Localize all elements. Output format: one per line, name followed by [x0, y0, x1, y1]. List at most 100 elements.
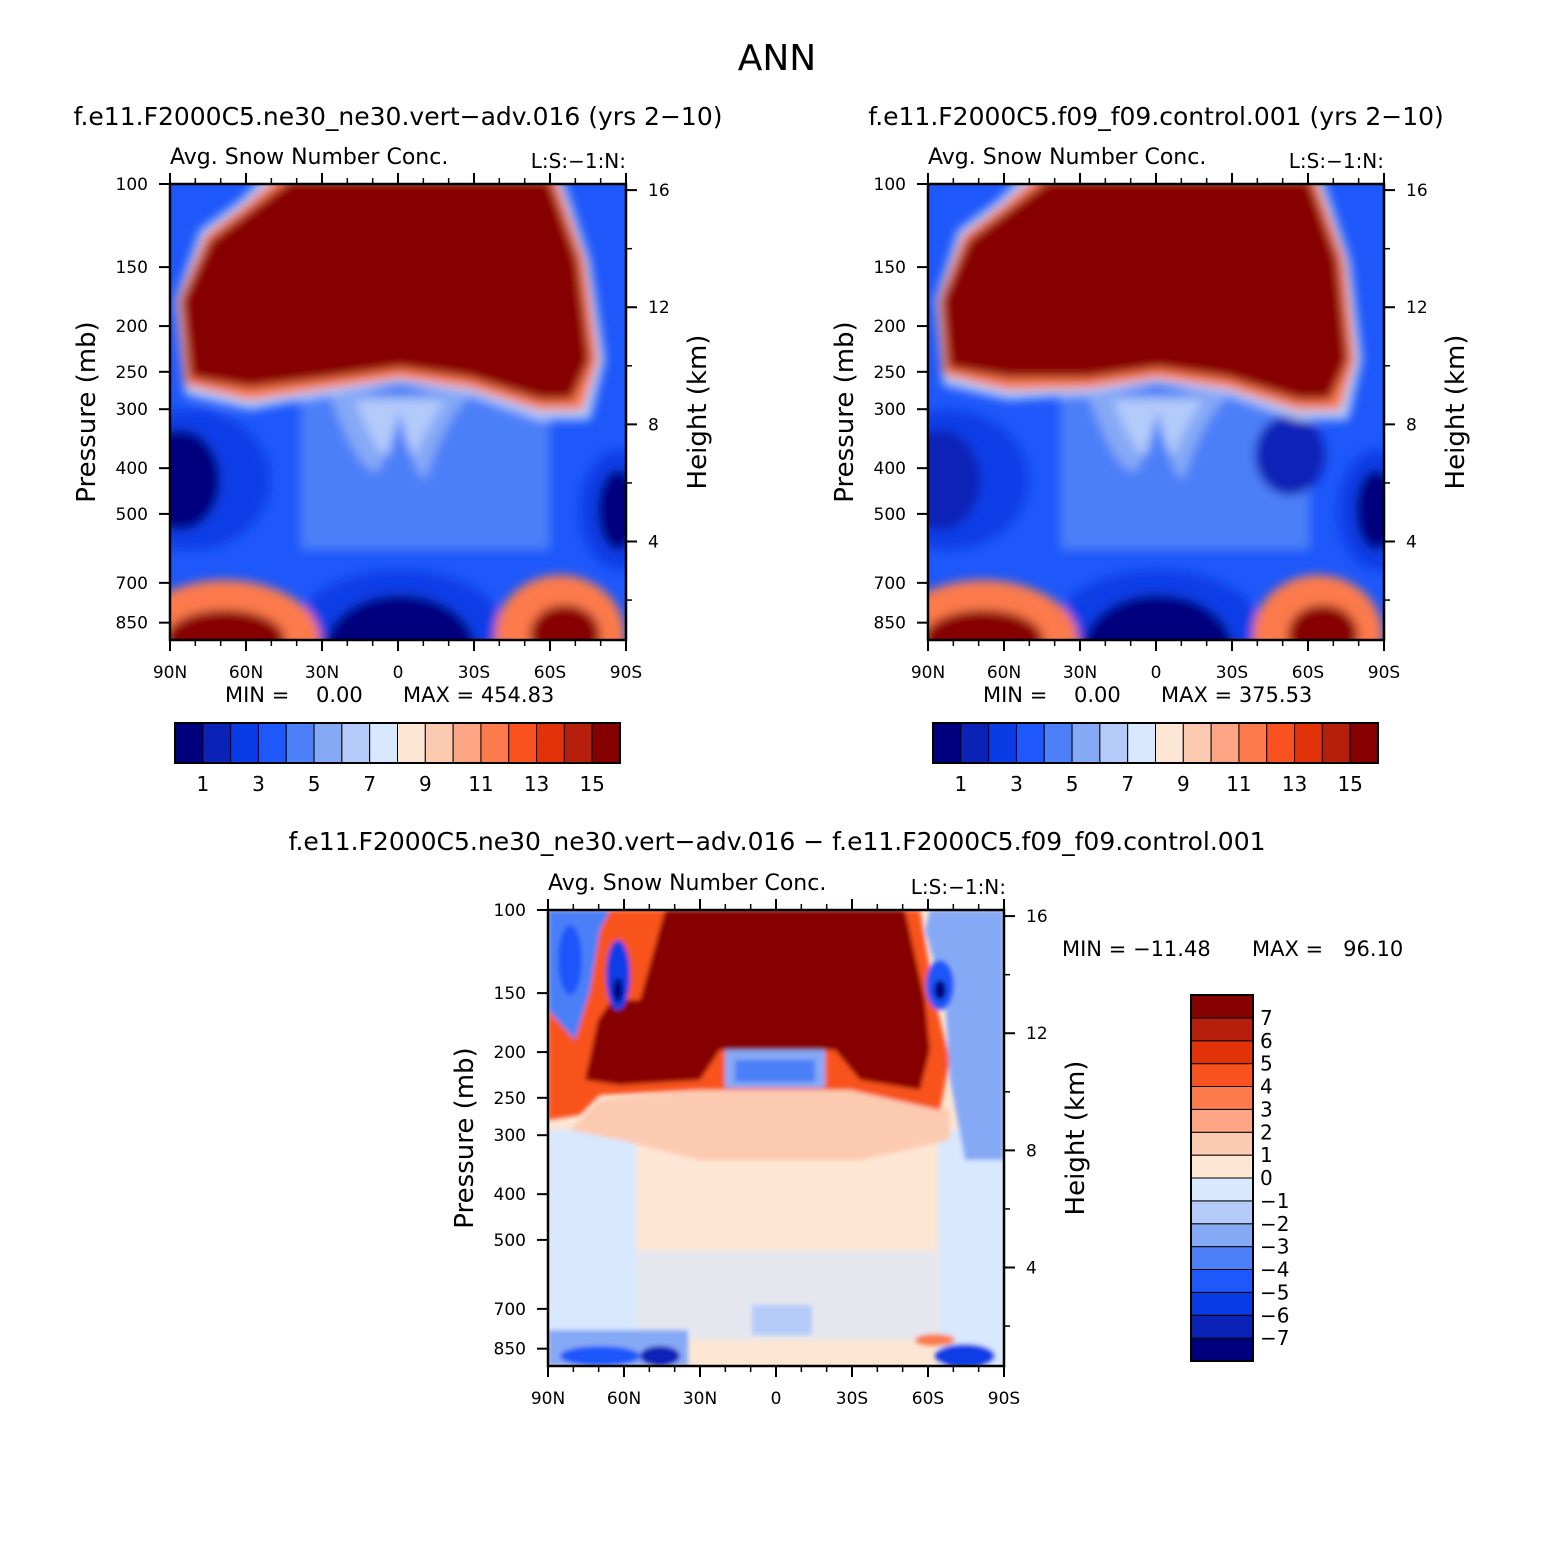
- colorbar-box: [536, 722, 565, 764]
- y-tick-label: 100: [116, 175, 148, 195]
- colorbar-tick-label: 5: [1260, 1052, 1273, 1076]
- colorbar-box: [257, 722, 287, 764]
- x-tick-label: 90N: [911, 663, 945, 683]
- x-tick-label: 90S: [1368, 663, 1400, 683]
- y-tick-label: 700: [116, 574, 148, 594]
- x-tick-label: 30S: [458, 663, 490, 683]
- colorbar-tick-label: −4: [1260, 1258, 1289, 1282]
- colorbar-tick-label: 0: [1260, 1166, 1273, 1190]
- y-tick-label: 850: [494, 1340, 526, 1360]
- colorbar-box: [1190, 1040, 1254, 1065]
- colorbar-box: [1266, 722, 1296, 764]
- panel-control-axes: 90N 60N 30N 0 30S 60S 90S 100 150 200 250 300 400 500…: [874, 173, 1428, 683]
- colorbar-box: [563, 722, 593, 764]
- panel-model-min: MIN = 0.00: [225, 683, 363, 707]
- figure-title: ANN: [738, 38, 817, 79]
- y-right-tick-label: 8: [1026, 1141, 1037, 1161]
- colorbar-tick-label: 3: [252, 772, 265, 796]
- colorbar-box: [960, 722, 990, 764]
- y-right-tick-label: 12: [1026, 1024, 1048, 1044]
- colorbar-box: [480, 722, 510, 764]
- colorbar-box: [1294, 722, 1323, 764]
- colorbar-box: [1071, 722, 1101, 764]
- colorbar-tick-label: 15: [579, 772, 604, 796]
- y-tick-label: 150: [116, 258, 148, 278]
- panel-control-ylabel-right: Height (km): [1441, 335, 1471, 490]
- panel-model: f.e11.F2000C5.ne30_ne30.vert−adv.016 (yr…: [72, 102, 722, 796]
- y-right-tick-label: 16: [1406, 181, 1428, 201]
- y-tick-label: 250: [494, 1089, 526, 1109]
- panel-model-ylabel-right: Height (km): [683, 335, 713, 490]
- colorbar-box: [1099, 722, 1129, 764]
- colorbar-tick-label: −5: [1260, 1280, 1289, 1304]
- colorbar-tick-label: 2: [1260, 1120, 1273, 1144]
- colorbar-outline: [932, 722, 1379, 764]
- x-tick-label: 30S: [1216, 663, 1248, 683]
- colorbar-tick-label: −1: [1260, 1189, 1289, 1213]
- colorbar-box: [230, 722, 259, 764]
- x-tick-label: 90S: [988, 1389, 1020, 1409]
- colorbar-tick-label: 1: [1260, 1143, 1273, 1167]
- colorbar-tick-label: 1: [954, 772, 967, 796]
- panel-difference: f.e11.F2000C5.ne30_ne30.vert−adv.016 − f…: [288, 827, 1403, 1409]
- colorbar-tick-label: 1: [196, 772, 209, 796]
- colorbar-box: [1190, 1200, 1254, 1225]
- colorbar-box: [1190, 1177, 1254, 1202]
- panel-difference-subtitle: Avg. Snow Number Conc.: [548, 871, 826, 896]
- colorbar-box: [1155, 722, 1184, 764]
- colorbar-box: [1190, 1223, 1254, 1248]
- x-tick-label: 30N: [1063, 663, 1097, 683]
- y-right-tick-label: 12: [1406, 298, 1428, 318]
- colorbar-tick-label: 11: [468, 772, 493, 796]
- panel-control-max: MAX = 375.53: [1161, 683, 1312, 707]
- panel-control: f.e11.F2000C5.f09_f09.control.001 (yrs 2…: [830, 102, 1471, 796]
- colorbar-outline: [1190, 994, 1254, 1362]
- y-tick-label: 300: [116, 400, 148, 420]
- x-tick-label: 60S: [912, 1389, 944, 1409]
- colorbar-tick-label: 11: [1226, 772, 1251, 796]
- colorbar-box: [1349, 722, 1379, 764]
- x-tick-label: 30N: [683, 1389, 717, 1409]
- y-tick-label: 500: [494, 1231, 526, 1251]
- panel-model-colorbar: 1 3 5 7 9 11 13 15: [174, 722, 621, 796]
- colorbar-tick-label: −6: [1260, 1303, 1289, 1327]
- panel-model-axes: 90N 60N 30N 0 30S 60S 90S 100 150 200 250 300 400 500…: [116, 173, 670, 683]
- colorbar-box: [988, 722, 1017, 764]
- colorbar-tick-label: 5: [1066, 772, 1079, 796]
- y-tick-label: 100: [494, 901, 526, 921]
- colorbar-box: [1190, 1269, 1254, 1293]
- x-tick-label: 60N: [607, 1389, 641, 1409]
- colorbar-tick-label: −2: [1260, 1212, 1289, 1236]
- colorbar-box: [1190, 1108, 1254, 1133]
- colorbar-box: [1127, 722, 1156, 764]
- colorbar-tick-label: −3: [1260, 1235, 1289, 1259]
- y-tick-label: 400: [874, 459, 906, 479]
- colorbar-box: [591, 722, 621, 764]
- colorbar-box: [202, 722, 232, 764]
- colorbar-tick-label: 7: [363, 772, 376, 796]
- panel-difference-min: MIN = −11.48: [1062, 937, 1211, 961]
- colorbar-box: [174, 722, 204, 764]
- panel-difference-title: f.e11.F2000C5.ne30_ne30.vert−adv.016 − f…: [288, 827, 1265, 856]
- colorbar-box: [1238, 722, 1268, 764]
- y-tick-label: 200: [494, 1043, 526, 1063]
- colorbar-box: [1210, 722, 1240, 764]
- colorbar-box: [932, 722, 962, 764]
- colorbar-box: [508, 722, 538, 764]
- colorbar-box: [285, 722, 315, 764]
- colorbar-tick-label: 13: [1282, 772, 1307, 796]
- colorbar-box: [1190, 1017, 1254, 1042]
- panel-control-units: L:S:−1:N:: [1289, 149, 1384, 173]
- panel-difference-max: MAX = 96.10: [1252, 937, 1403, 961]
- y-tick-label: 300: [494, 1126, 526, 1146]
- panel-model-title: f.e11.F2000C5.ne30_ne30.vert−adv.016 (yr…: [74, 102, 723, 131]
- colorbar-box: [1321, 722, 1351, 764]
- colorbar-box: [1182, 722, 1212, 764]
- y-tick-label: 300: [874, 400, 906, 420]
- colorbar-box: [1190, 1086, 1254, 1110]
- colorbar-box: [1190, 994, 1254, 1019]
- colorbar-tick-label: 7: [1260, 1006, 1273, 1030]
- colorbar-tick-label: 4: [1260, 1075, 1273, 1099]
- panel-model-field: [170, 184, 626, 640]
